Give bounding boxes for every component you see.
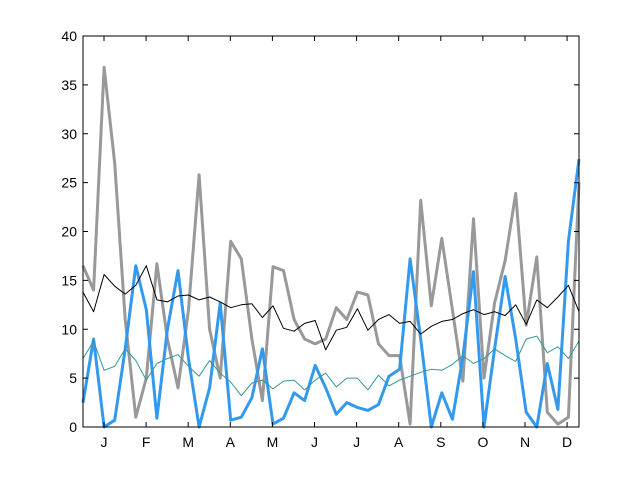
x-tick-label: A (394, 434, 404, 450)
y-tick-label: 35 (61, 77, 77, 93)
y-tick-label: 25 (61, 175, 77, 191)
y-tick-label: 20 (61, 224, 77, 240)
series-line-2 (81, 159, 581, 429)
series-line-3 (82, 265, 580, 351)
y-tick-label: 0 (69, 419, 77, 435)
x-tick-label: M (267, 434, 279, 450)
y-tick-label: 15 (61, 272, 77, 288)
y-tick-label: 40 (61, 28, 77, 44)
series-line-1 (81, 65, 581, 426)
series-layer (81, 65, 581, 429)
y-tick-label: 30 (61, 126, 77, 142)
x-tick-label: O (477, 434, 488, 450)
x-tick-label: A (226, 434, 236, 450)
y-axis: 0 5 10 15 20 25 30 35 40 (61, 28, 579, 435)
y-tick-label: 10 (61, 321, 77, 337)
x-tick-label: M (182, 434, 194, 450)
series-line-4 (82, 335, 580, 397)
x-tick-label: J (101, 434, 108, 450)
y-tick-label: 5 (69, 370, 77, 386)
x-tick-label: J (353, 434, 360, 450)
x-tick-label: J (311, 434, 318, 450)
x-tick-label: S (436, 434, 445, 450)
x-tick-label: D (562, 434, 572, 450)
x-tick-label: N (520, 434, 530, 450)
x-tick-label: F (142, 434, 151, 450)
